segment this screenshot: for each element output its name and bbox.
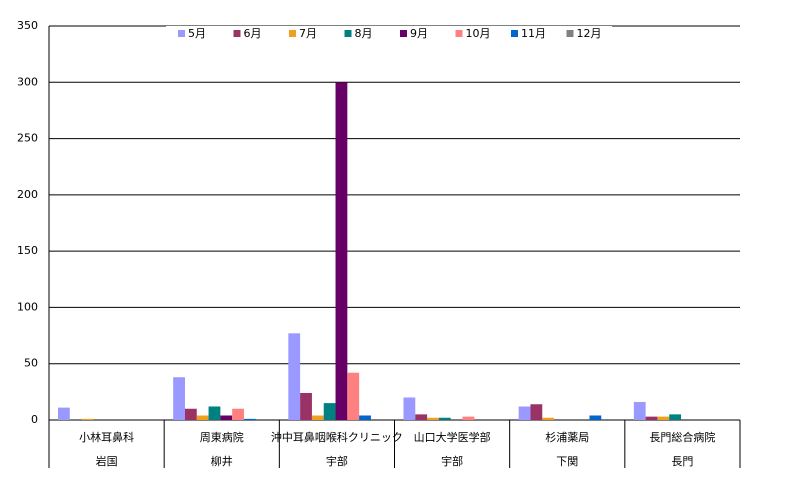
y-tick-label: 350	[17, 19, 38, 32]
y-tick-label: 150	[17, 244, 38, 257]
bar	[184, 408, 197, 420]
x-group-label: 宇部	[441, 454, 463, 468]
bar	[657, 416, 670, 420]
x-group-label: 宇部	[326, 454, 348, 468]
legend-swatch	[289, 30, 296, 37]
y-tick-label: 200	[17, 188, 38, 201]
x-tick-label: 小林耳鼻科	[79, 430, 134, 444]
legend-swatch	[344, 30, 352, 37]
legend-swatch	[233, 30, 241, 37]
x-tick-label: 長門総合病院	[649, 430, 715, 444]
y-tick-label: 50	[24, 357, 38, 370]
legend-swatch	[455, 30, 463, 37]
bar	[173, 377, 185, 420]
legend-swatch	[400, 30, 407, 37]
x-group-label: 柳井	[211, 454, 233, 468]
legend-swatch	[178, 30, 185, 37]
bar	[403, 397, 416, 420]
bar	[589, 415, 602, 420]
bar	[300, 392, 312, 420]
bar	[347, 372, 360, 420]
bar	[81, 418, 94, 420]
bar	[220, 415, 233, 420]
legend-label: 5月	[188, 27, 206, 40]
bar	[335, 82, 348, 421]
x-group-label: 長門	[671, 455, 693, 468]
bar	[359, 415, 371, 420]
bar	[415, 414, 428, 420]
bar	[58, 407, 70, 420]
bar	[438, 417, 451, 420]
bar	[288, 333, 301, 420]
bar	[323, 403, 336, 420]
x-group-label: 岩国	[96, 454, 118, 468]
bar	[208, 406, 221, 420]
x-group-label: 下関	[556, 455, 578, 468]
legend-box	[166, 26, 612, 43]
legend-label: 10月	[466, 27, 491, 40]
legend-label: 8月	[355, 27, 373, 40]
bar	[243, 418, 256, 420]
bar	[633, 401, 646, 420]
legend-label: 7月	[299, 27, 317, 40]
y-tick-label: 300	[17, 75, 38, 88]
legend-label: 12月	[577, 27, 602, 40]
y-tick-label: 0	[31, 413, 38, 426]
bar	[196, 415, 209, 420]
legend-swatch	[511, 30, 518, 37]
bar	[530, 404, 543, 420]
bar	[518, 406, 531, 420]
legend-swatch	[566, 30, 574, 37]
bar	[669, 414, 682, 420]
bar	[645, 416, 658, 420]
bar	[542, 417, 555, 420]
y-tick-label: 250	[17, 132, 38, 145]
bar	[232, 408, 244, 420]
legend-label: 9月	[410, 27, 428, 40]
x-tick-label: 山口大学医学部	[414, 430, 491, 444]
bar	[462, 416, 475, 420]
legend-label: 11月	[521, 27, 546, 40]
y-tick-label: 100	[17, 300, 38, 313]
x-tick-label: 周東病院	[200, 430, 244, 444]
x-tick-label: 沖中耳鼻咽喉科クリニック	[271, 430, 403, 444]
x-tick-label: 杉浦薬局	[545, 430, 589, 444]
bar	[311, 415, 324, 420]
legend-label: 6月	[244, 27, 262, 40]
bar	[427, 417, 439, 420]
